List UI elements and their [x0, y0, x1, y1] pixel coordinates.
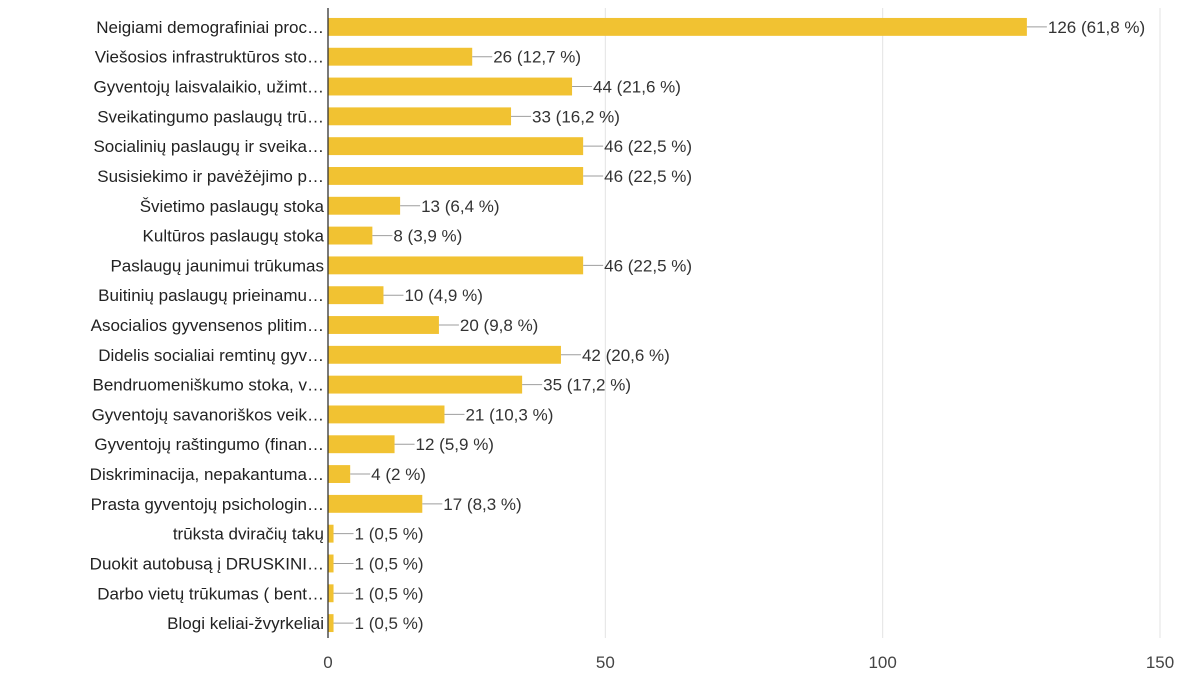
category-label: Viešosios infrastruktūros sto… [95, 48, 324, 67]
value-label: 12 (5,9 %) [416, 435, 494, 454]
bar [328, 107, 512, 126]
x-tick-label: 50 [596, 653, 615, 672]
value-label: 21 (10,3 %) [465, 405, 553, 424]
category-label: Bendruomeniškumo stoka, v… [93, 376, 325, 395]
value-label: 42 (20,6 %) [582, 346, 670, 365]
value-label: 44 (21,6 %) [593, 78, 681, 97]
category-label: Gyventojų raštingumo (finan… [94, 435, 324, 454]
bar [328, 465, 351, 483]
value-label: 1 (0,5 %) [355, 614, 424, 633]
bar [328, 167, 584, 185]
bar [328, 196, 401, 215]
bar [328, 405, 445, 424]
x-tick-label: 150 [1146, 653, 1174, 672]
category-label: Diskriminacija, nepakantuma… [90, 465, 324, 484]
category-label: Duokit autobusą į DRUSKINI… [90, 554, 324, 573]
value-label: 126 (61,8 %) [1048, 18, 1145, 37]
category-label: Gyventojų laisvalaikio, užimt… [93, 78, 324, 97]
value-label: 20 (9,8 %) [460, 316, 538, 335]
category-label: Sveikatingumo paslaugų trū… [97, 107, 324, 126]
category-label: Blogi keliai-žvyrkeliai [167, 614, 324, 633]
category-label: Didelis socialiai remtinų gyv… [98, 346, 324, 365]
bar [328, 345, 561, 364]
value-label: 33 (16,2 %) [532, 107, 620, 126]
category-label: Susisiekimo ir pavėžėjimo p… [97, 167, 324, 186]
bar [328, 435, 395, 454]
category-label: Kultūros paslaugų stoka [143, 227, 325, 246]
bar [328, 316, 439, 334]
gridlines [604, 8, 1161, 638]
bar [328, 47, 473, 66]
category-label: Neigiami demografiniai proc… [96, 18, 324, 37]
category-label: Asocialios gyvensenos plitim… [91, 316, 324, 335]
category-label: trūksta dviračių takų [173, 525, 324, 544]
bar [328, 584, 334, 603]
category-labels: Neigiami demografiniai proc… Viešosios in… [90, 18, 325, 633]
bar [328, 256, 584, 275]
bar [328, 137, 584, 156]
x-tick-labels: 0 50 100 150 [323, 653, 1174, 672]
value-label: 1 (0,5 %) [355, 525, 424, 544]
value-leaders [333, 26, 1047, 624]
bar [328, 226, 373, 245]
value-label: 46 (22,5 %) [604, 137, 692, 156]
value-label: 46 (22,5 %) [604, 167, 692, 186]
category-label: Gyventojų savanoriškos veik… [92, 405, 324, 424]
x-tick-label: 100 [868, 653, 896, 672]
value-label: 10 (4,9 %) [404, 286, 482, 305]
value-label: 4 (2 %) [371, 465, 426, 484]
category-label: Švietimo paslaugų stoka [140, 197, 325, 216]
value-label: 8 (3,9 %) [393, 227, 462, 246]
bar [328, 494, 423, 513]
value-label: 17 (8,3 %) [443, 495, 521, 514]
bar [328, 524, 334, 543]
bar [328, 554, 334, 573]
bar [328, 286, 384, 305]
value-label: 1 (0,5 %) [355, 584, 424, 603]
value-label: 26 (12,7 %) [493, 48, 581, 67]
value-label: 1 (0,5 %) [355, 554, 424, 573]
category-label: Darbo vietų trūkumas ( bent… [97, 584, 324, 603]
x-tick-label: 0 [323, 653, 332, 672]
bar [328, 614, 334, 633]
category-label: Socialinių paslaugų ir sveika… [93, 137, 324, 156]
value-label: 46 (22,5 %) [604, 256, 692, 275]
category-label: Buitinių paslaugų prieinamu… [98, 286, 324, 305]
category-label: Paslaugų jaunimui trūkumas [110, 256, 324, 275]
bar [328, 17, 1027, 36]
bar [328, 77, 573, 96]
bar [328, 375, 523, 394]
value-label: 13 (6,4 %) [421, 197, 499, 216]
category-label: Prasta gyventojų psichologin… [91, 495, 324, 514]
bars [328, 17, 1027, 633]
value-labels: 126 (61,8 %) 26 (12,7 %) 44 (21,6 %) 33 (16… [355, 18, 1146, 633]
value-label: 35 (17,2 %) [543, 376, 631, 395]
